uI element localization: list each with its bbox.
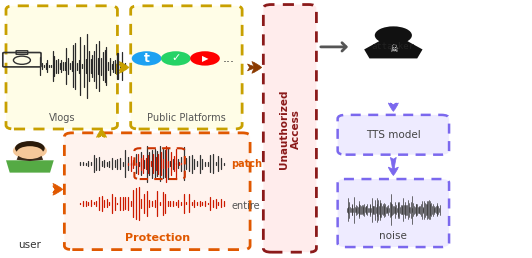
Text: Vlogs: Vlogs xyxy=(48,112,75,123)
Text: ✓: ✓ xyxy=(171,53,180,63)
FancyBboxPatch shape xyxy=(64,133,250,249)
Text: ▶: ▶ xyxy=(202,54,208,63)
FancyBboxPatch shape xyxy=(131,6,242,129)
Circle shape xyxy=(161,51,190,66)
Circle shape xyxy=(13,143,47,159)
Text: Public Platforms: Public Platforms xyxy=(147,112,226,123)
Circle shape xyxy=(375,26,412,44)
Text: t: t xyxy=(144,52,149,65)
FancyBboxPatch shape xyxy=(6,6,118,129)
Text: entire: entire xyxy=(231,201,260,211)
Circle shape xyxy=(190,51,220,66)
Text: noise: noise xyxy=(379,231,408,241)
Text: ...: ... xyxy=(223,52,235,65)
FancyBboxPatch shape xyxy=(338,115,449,155)
Polygon shape xyxy=(16,156,43,161)
Polygon shape xyxy=(6,160,54,173)
Text: Protection: Protection xyxy=(124,233,190,243)
Circle shape xyxy=(132,51,162,66)
Text: Unauthorized
Access: Unauthorized Access xyxy=(279,89,301,169)
Polygon shape xyxy=(364,39,422,58)
Text: patch: patch xyxy=(231,159,262,169)
FancyBboxPatch shape xyxy=(263,5,317,252)
Text: TTS model: TTS model xyxy=(366,130,421,140)
Text: ☠: ☠ xyxy=(389,44,398,54)
Text: user: user xyxy=(19,240,41,249)
Circle shape xyxy=(16,146,43,159)
Circle shape xyxy=(15,141,45,155)
FancyBboxPatch shape xyxy=(338,179,449,247)
Text: attacker: attacker xyxy=(372,42,415,51)
